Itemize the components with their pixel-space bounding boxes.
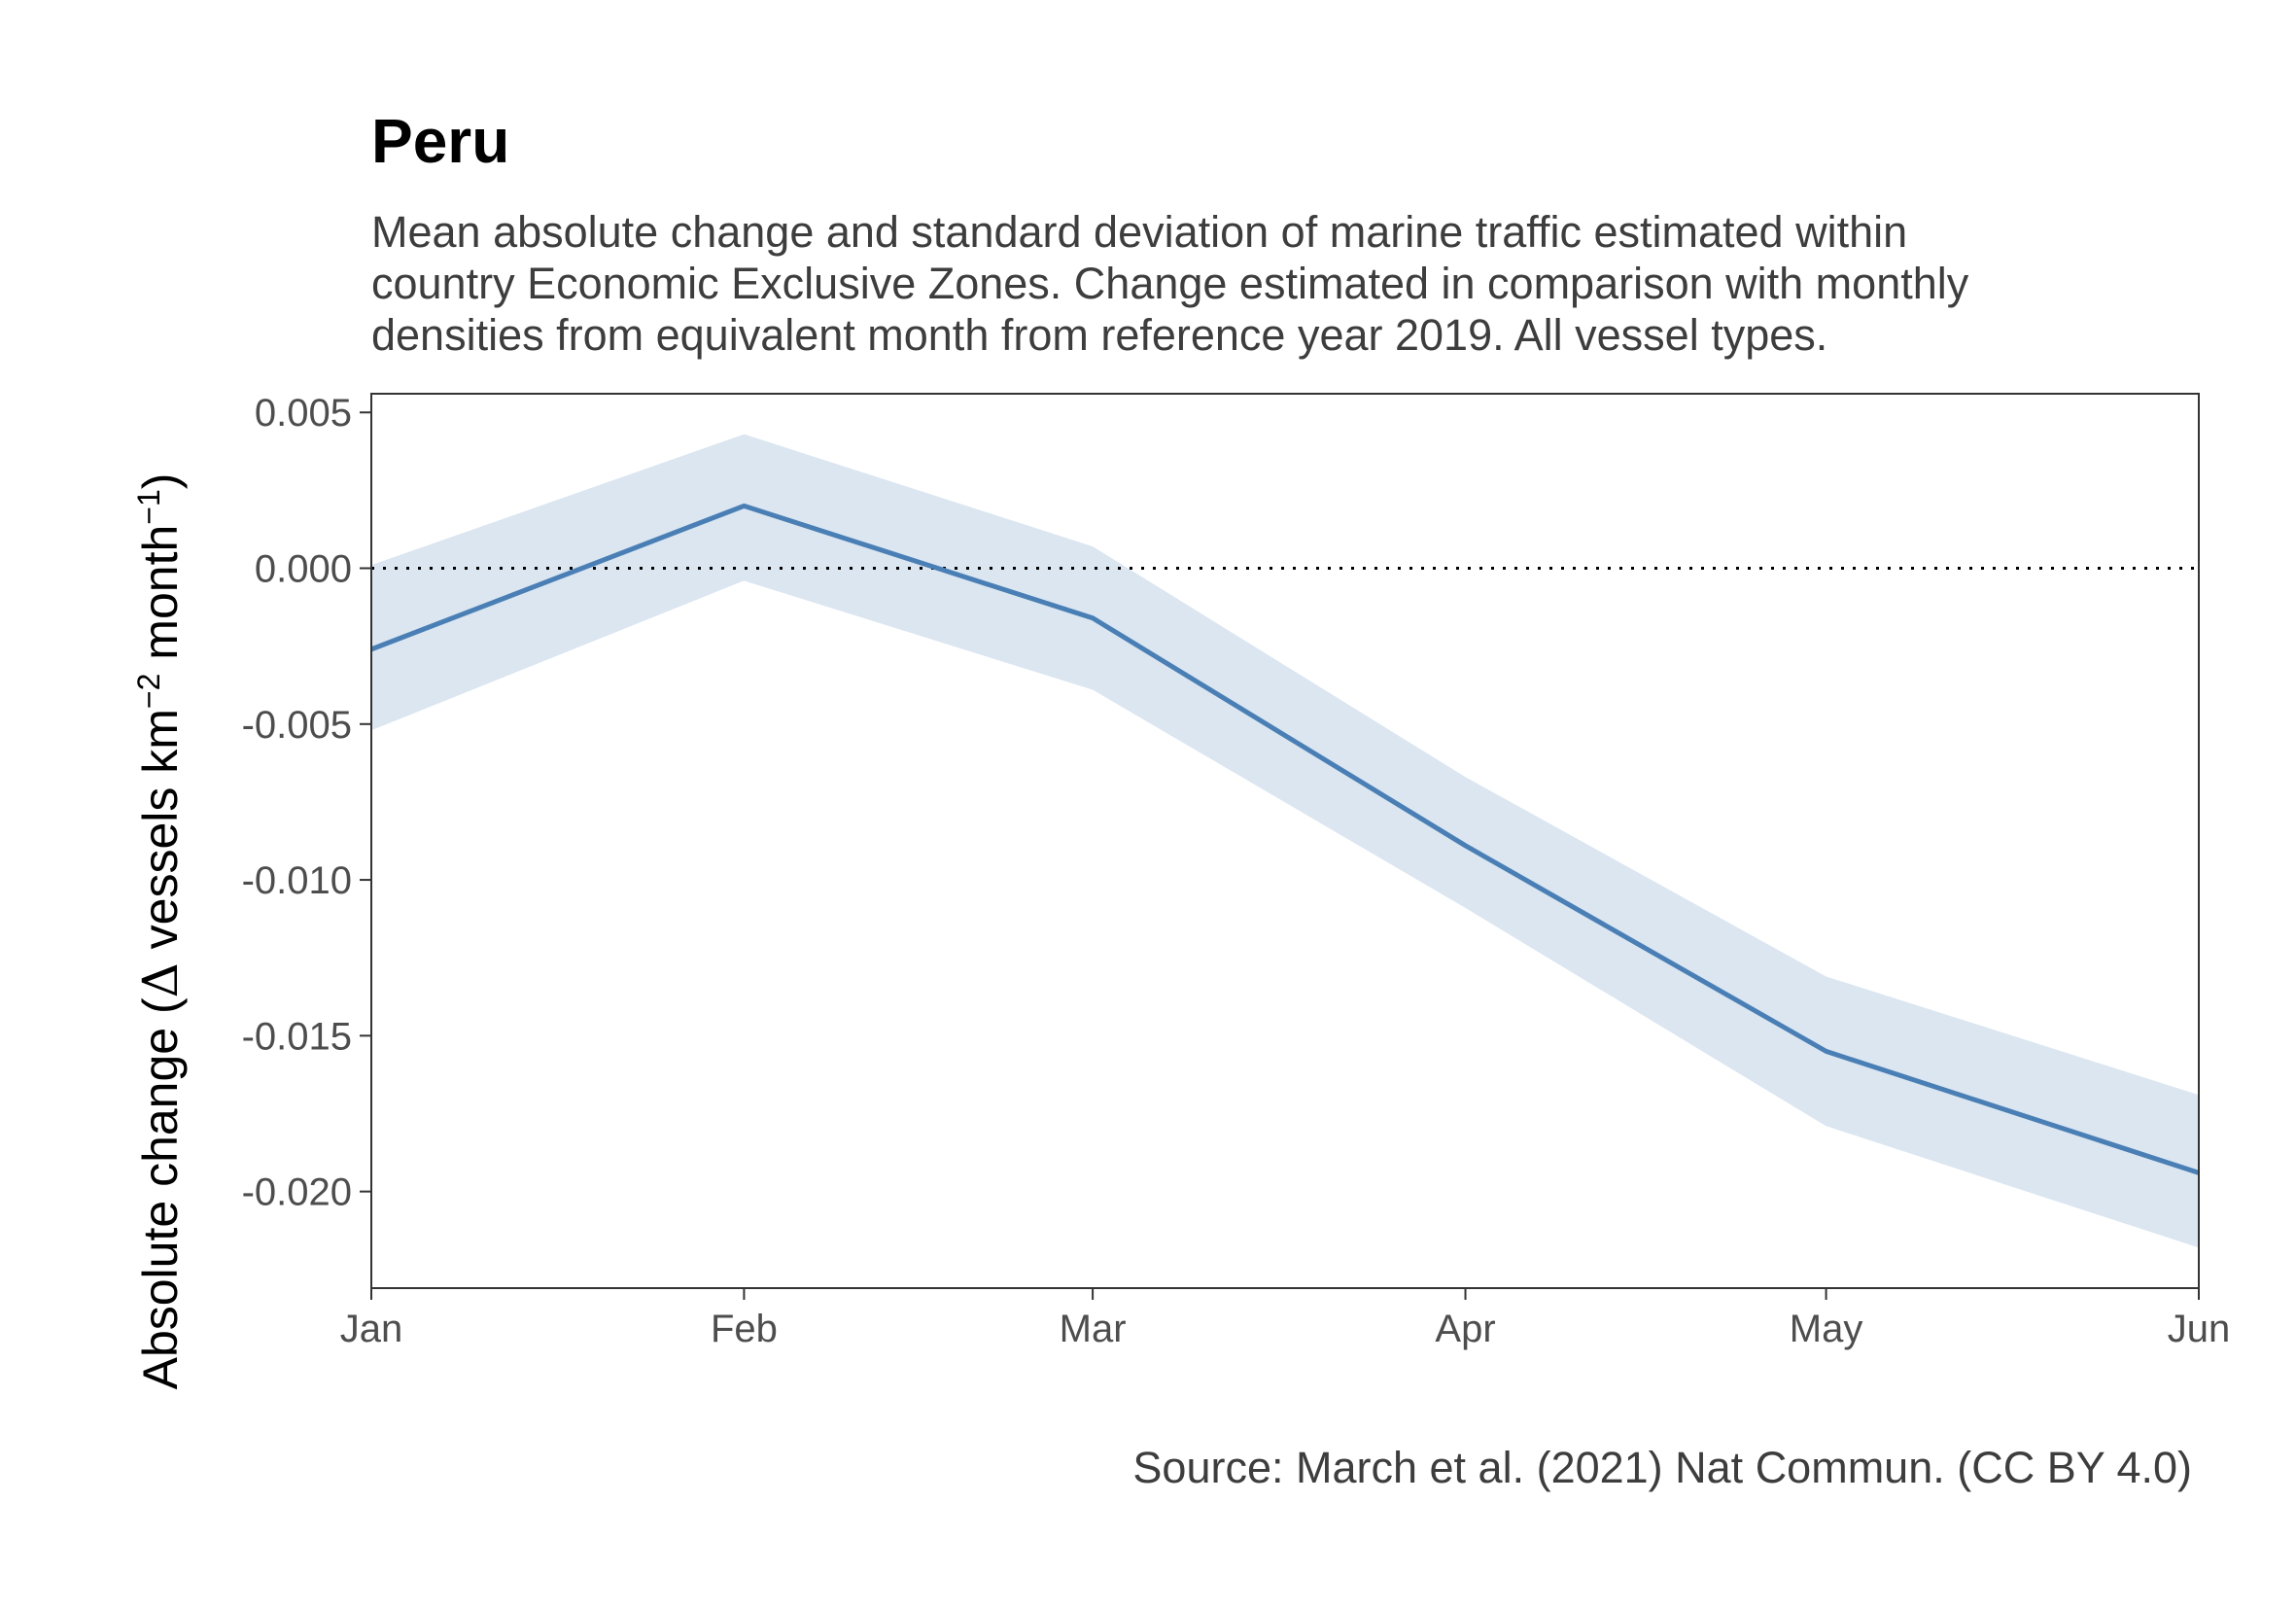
sd-ribbon (371, 434, 2199, 1248)
y-axis-label-exp-1: −2 (131, 674, 166, 709)
y-axis-label-prefix: Absolute change ( (133, 997, 188, 1389)
y-tick-label: -0.015 (242, 1015, 352, 1058)
y-axis-label-suffix: ) (133, 473, 188, 490)
chart-subtitle-line-1: Mean absolute change and standard deviat… (371, 207, 1908, 257)
plot-panel-border (370, 393, 2200, 1289)
y-axis-label-delta: Δ (132, 962, 189, 997)
y-tick-label: -0.005 (242, 704, 352, 747)
series-line-layer (370, 503, 2200, 1175)
y-axis-label-unit-2: month (133, 525, 188, 674)
chart-caption: Source: March et al. (2021) Nat Commun. … (1132, 1443, 2192, 1492)
chart-title: Peru (371, 106, 510, 176)
y-axis-label-unit: vessels km (133, 709, 188, 962)
x-tick-label: Apr (1435, 1308, 1495, 1350)
y-tick-label: -0.010 (242, 859, 352, 902)
axes-layer (370, 393, 2200, 1289)
x-tick-label: Jun (2168, 1308, 2231, 1350)
mean-change-line (370, 503, 2200, 1175)
x-tick-label: Jan (340, 1308, 403, 1350)
x-axis-ticks: Jan Feb Mar Apr May Jun (340, 1288, 2231, 1350)
chart-subtitle-line-2: country Economic Exclusive Zones. Change… (371, 259, 1969, 308)
chart-subtitle-line-3: densities from equivalent month from ref… (371, 310, 1828, 360)
y-tick-label: 0.005 (255, 392, 352, 435)
x-tick-label: May (1790, 1308, 1863, 1350)
ribbon-layer (371, 434, 2199, 1248)
x-tick-label: Mar (1060, 1308, 1127, 1350)
chart-subtitle: Mean absolute change and standard deviat… (371, 206, 2218, 361)
y-axis-label-exp-2: −1 (131, 489, 166, 524)
y-axis-ticks: 0.005 0.000 -0.005 -0.010 -0.015 -0.020 (242, 392, 371, 1214)
y-tick-label: 0.000 (255, 548, 352, 591)
y-axis-label: Absolute change (Δ vessels km−2 month−1) (131, 473, 189, 1390)
y-tick-label: -0.020 (242, 1171, 352, 1214)
x-tick-label: Feb (711, 1308, 778, 1350)
